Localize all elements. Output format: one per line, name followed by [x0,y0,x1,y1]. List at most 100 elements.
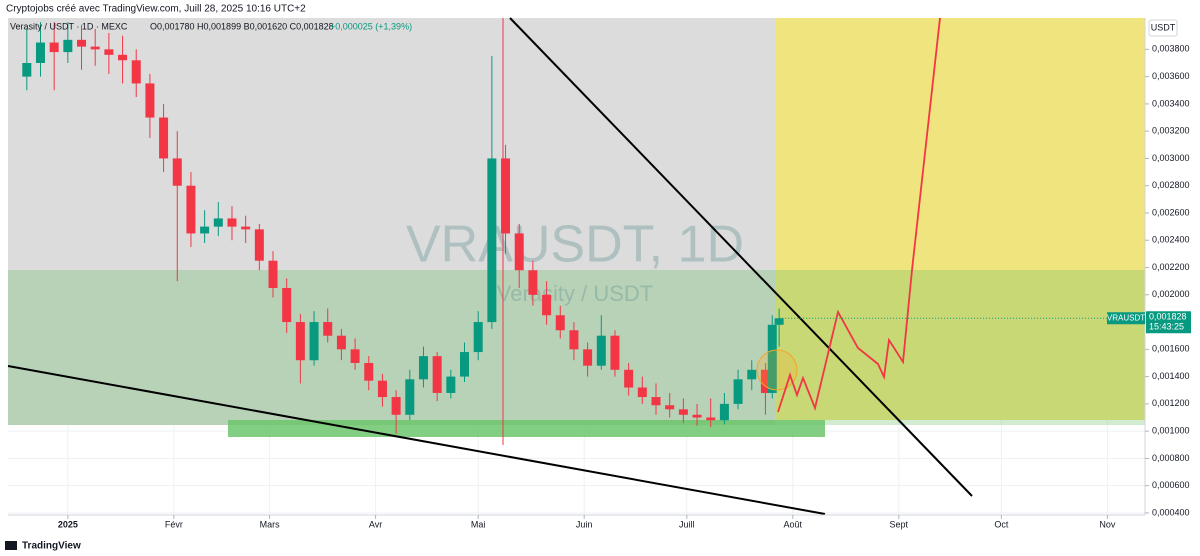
candle-body [63,39,73,53]
candle-body [514,233,524,271]
y-tick-label: 0,002400 [1152,235,1190,245]
price-tag [1146,311,1191,334]
candle-body [583,349,593,366]
y-tick-label: 0,000400 [1152,507,1190,517]
y-tick-label: 0,002800 [1152,180,1190,190]
y-tick-label: 0,003200 [1152,126,1190,136]
y-tick-label: 0,000800 [1152,453,1190,463]
currency-box[interactable] [1148,19,1178,37]
x-tick-label: Mars [260,519,280,529]
x-tick-label: Sept [890,519,909,529]
candle-body [227,218,237,227]
y-tick-label: 0,001200 [1152,398,1190,408]
candle-body [295,322,305,361]
price-scale [1145,18,1200,535]
support-trendline [7,365,826,515]
y-tick-label: 0,001000 [1152,426,1190,436]
candle-body [665,405,675,410]
candle-body [446,376,456,393]
candle-body [22,62,32,77]
resistance-trendline [509,17,973,497]
candle-body [90,46,100,50]
candle-body [268,260,278,288]
y-tick-label: 0,003400 [1152,98,1190,108]
candle-body [719,403,729,421]
candle-body [77,39,87,47]
candle-body [528,270,538,295]
legend-ohlc: O0,001780 H0,001899 B0,001620 C0,001828 [150,21,334,31]
candle-body [145,83,155,118]
candle-body [323,322,333,336]
candles [22,22,784,434]
candle-body [254,229,264,261]
candle-body [733,379,743,404]
candle-body [418,356,428,380]
y-tick-label: 0,000600 [1152,480,1190,490]
candle-body [651,397,661,406]
y-tick-label: 0,003800 [1152,44,1190,54]
candle-body [172,158,182,186]
y-tick-label: 0,001400 [1152,371,1190,381]
candle-body [610,335,620,370]
candle-body [678,409,688,415]
candle-body [747,369,757,380]
watermark-title: VRAUSDT, 1D [406,216,744,274]
symbol-tag-label: VRAUSDT [1107,313,1145,322]
candle-body [760,369,770,393]
candle-body [624,369,634,388]
candle-body [432,356,442,393]
legend-change: +0,000025 (+1,39%) [330,21,412,31]
highlight-circle [756,349,798,391]
candle-body [213,218,223,227]
x-tick-label: Juill [679,519,695,529]
candle-body [309,322,319,361]
candle-body [774,318,784,325]
candle-body [200,226,210,234]
candle-body [501,158,511,234]
candle-body [460,352,470,377]
x-tick-label: Oct [994,519,1009,529]
currency: USDT [1151,22,1176,32]
candle-body [350,349,360,363]
candle-body [637,387,647,398]
credit: Cryptojobs créé avec TradingView.com, Ju… [6,4,306,15]
candle-body [159,117,169,159]
y-tick-label: 0,003000 [1152,153,1190,163]
x-tick-label: Avr [369,519,382,529]
axes: 0,000400 0,000600 0,000800 0,001000 0,001200… [58,44,1191,529]
candle-body [405,379,415,415]
candle-body [706,417,716,421]
candle-body [241,226,251,230]
candle-body [487,158,497,323]
target-zone [775,18,1145,420]
candle-body [131,60,141,84]
candle-body [542,294,552,316]
projection-path [777,17,941,413]
x-tick-label: 2025 [58,519,78,529]
candle-body [767,324,777,393]
candle-body [336,335,346,350]
price-tag-label: 0,001828 [1149,312,1187,322]
candle-body [473,322,483,353]
candle-body [692,414,702,418]
legend-symbol: Verasity / USDT · 1D · MEXC [10,21,128,31]
y-tick-label: 0,002600 [1152,207,1190,217]
candle-body [35,42,45,63]
x-tick-label: Mai [471,519,486,529]
candle-body [186,185,196,234]
candle-body [391,397,401,415]
x-tick-label: Juin [576,519,593,529]
candle-body [569,330,579,350]
y-tick-label: 0,003600 [1152,71,1190,81]
candle-body [282,287,292,323]
candle-body [555,315,565,331]
symbol-tag [1107,312,1145,325]
watermark-subtitle: Verasity / USDT [497,281,653,306]
y-tick-label: 0,002000 [1152,289,1190,299]
x-tick-label: Févr [165,519,183,529]
y-tick-label: 0,002200 [1152,262,1190,272]
candle-body [49,42,59,53]
candle-body [104,49,114,55]
y-tick-label: 0,001600 [1152,344,1190,354]
